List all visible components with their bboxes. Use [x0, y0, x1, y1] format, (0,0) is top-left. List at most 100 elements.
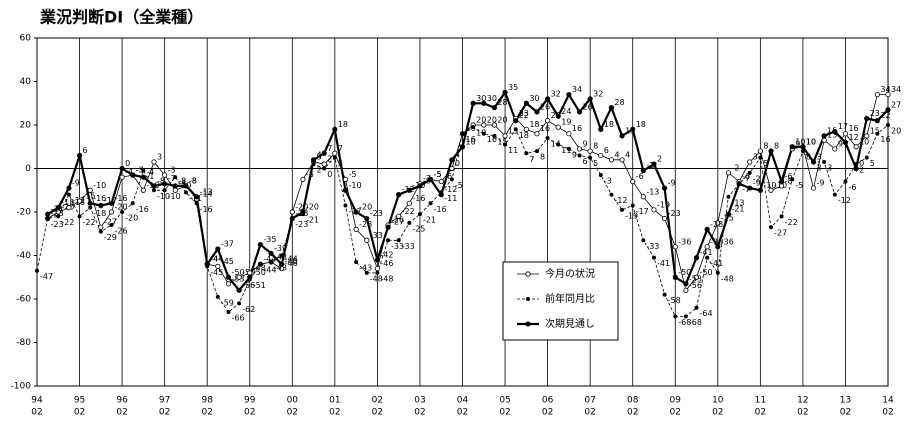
data-label: -1 — [146, 172, 154, 181]
marker — [35, 268, 40, 273]
marker — [821, 137, 827, 143]
data-label: -5 — [434, 170, 442, 179]
marker — [87, 200, 93, 206]
legend-marker — [526, 296, 531, 301]
data-label: -20 — [125, 214, 138, 223]
data-label: 16 — [487, 135, 497, 144]
marker — [108, 209, 115, 215]
marker — [800, 144, 806, 150]
data-label: -23 — [51, 220, 64, 229]
marker — [193, 194, 200, 200]
data-label: 12 — [848, 133, 858, 142]
data-label: -27 — [104, 218, 117, 227]
data-label: -22 — [61, 218, 74, 227]
marker — [204, 261, 210, 267]
data-label: 34 — [891, 85, 901, 94]
marker — [396, 192, 402, 198]
data-label: 16 — [572, 124, 582, 133]
x-tick-label: 01 — [329, 396, 340, 406]
data-label: -5 — [348, 170, 356, 179]
data-label: 30 — [487, 94, 497, 103]
data-label: 19 — [561, 118, 571, 127]
marker — [151, 183, 157, 189]
data-label: 2 — [317, 166, 322, 175]
data-label: -44 — [285, 255, 298, 264]
marker — [651, 255, 656, 260]
data-label: -27 — [774, 229, 787, 238]
marker — [406, 187, 412, 193]
data-label: -9 — [72, 179, 80, 188]
marker — [651, 161, 657, 167]
data-label: 3 — [817, 152, 822, 161]
marker — [449, 177, 454, 182]
marker — [289, 215, 295, 222]
data-label: -15 — [83, 192, 96, 201]
data-label: 5 — [338, 159, 343, 168]
marker — [162, 181, 168, 187]
data-label: -39 — [274, 244, 287, 253]
marker — [141, 168, 146, 173]
data-label: -44 — [210, 255, 223, 264]
marker — [832, 192, 837, 197]
data-label: -22 — [402, 207, 415, 216]
data-label: -21 — [731, 205, 744, 214]
data-label: -5 — [306, 170, 314, 179]
marker — [449, 165, 455, 172]
marker — [619, 133, 625, 139]
marker — [120, 209, 125, 214]
marker — [353, 226, 359, 232]
marker — [279, 253, 284, 258]
marker — [215, 294, 220, 299]
marker — [385, 224, 391, 230]
marker — [470, 100, 476, 106]
data-label: 14 — [551, 140, 561, 149]
data-label: 22 — [880, 111, 890, 120]
marker — [736, 181, 742, 187]
marker — [779, 214, 784, 219]
data-label: 0 — [455, 159, 460, 168]
data-label: -20 — [295, 203, 308, 212]
x-tick-label: 99 — [244, 396, 256, 406]
data-label: -20 — [114, 203, 127, 212]
marker — [98, 202, 104, 209]
data-label: -36 — [710, 237, 723, 246]
marker — [779, 183, 785, 189]
data-label: -10 — [93, 181, 106, 190]
data-label: -22 — [785, 218, 798, 227]
data-label: -29 — [104, 233, 117, 242]
marker — [491, 105, 498, 111]
data-label: -44 — [263, 266, 276, 275]
x-tick-label: 95 — [74, 396, 85, 406]
marker — [705, 255, 710, 260]
marker — [704, 244, 710, 250]
marker — [215, 263, 221, 269]
x-tick-sublabel: 02 — [499, 408, 510, 418]
data-label: -8 — [157, 176, 165, 185]
data-label: -28 — [710, 220, 723, 229]
data-label: 10 — [806, 137, 816, 146]
data-label: 19 — [476, 129, 486, 138]
data-label: -12 — [444, 185, 457, 194]
data-label: 26 — [540, 102, 550, 111]
marker — [800, 149, 805, 154]
marker — [524, 151, 529, 156]
marker — [886, 123, 891, 128]
data-label: -11 — [444, 194, 457, 203]
data-label: 10 — [859, 137, 869, 146]
marker — [438, 192, 444, 198]
marker — [183, 183, 189, 189]
data-label: 15 — [497, 137, 507, 146]
data-label: 24 — [561, 107, 571, 116]
data-label: 16 — [848, 124, 858, 133]
data-label: -22 — [83, 218, 96, 227]
marker — [577, 153, 582, 158]
x-tick-sublabel: 02 — [840, 408, 851, 418]
x-tick-label: 96 — [116, 396, 128, 406]
legend-label: 今月の状況 — [545, 267, 595, 280]
marker — [874, 91, 880, 98]
data-label: -50 — [700, 268, 713, 277]
data-label: -58 — [668, 296, 681, 305]
marker — [758, 155, 763, 160]
marker — [343, 203, 348, 208]
marker — [492, 133, 497, 138]
